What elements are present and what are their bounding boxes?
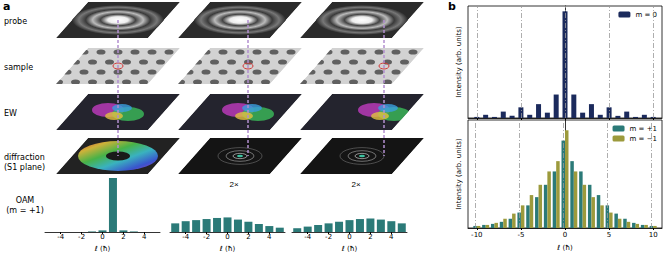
svg-text:ℓ (ħ): ℓ (ħ) — [219, 245, 236, 253]
svg-text:4: 4 — [267, 233, 272, 241]
svg-text:-10: -10 — [471, 231, 482, 239]
svg-text:diffraction: diffraction — [4, 153, 45, 162]
svg-text:m = +1: m = +1 — [630, 125, 657, 133]
svg-text:-2: -2 — [78, 233, 85, 241]
svg-text:2×: 2× — [230, 180, 239, 189]
svg-text:sample: sample — [4, 63, 33, 72]
svg-text:OAM: OAM — [16, 196, 35, 205]
svg-text:-2: -2 — [203, 233, 210, 241]
svg-text:0: 0 — [347, 233, 351, 241]
svg-text:2×: 2× — [352, 180, 361, 189]
svg-text:0: 0 — [225, 233, 229, 241]
svg-text:m = 0: m = 0 — [635, 10, 657, 19]
svg-text:(m = +1): (m = +1) — [6, 206, 44, 215]
svg-text:2: 2 — [368, 233, 372, 241]
svg-text:-2: -2 — [325, 233, 332, 241]
svg-text:4: 4 — [389, 233, 394, 241]
svg-text:Intensity (arb. units): Intensity (arb. units) — [455, 26, 463, 98]
svg-text:(S1 plane): (S1 plane) — [4, 163, 45, 172]
svg-text:0: 0 — [100, 233, 104, 241]
svg-text:-4: -4 — [304, 233, 312, 241]
svg-text:EW: EW — [4, 109, 17, 118]
svg-text:10: 10 — [649, 231, 658, 239]
svg-text:b: b — [448, 0, 456, 13]
svg-text:0: 0 — [563, 231, 567, 239]
svg-text:5: 5 — [607, 231, 611, 239]
svg-text:ℓ (ħ): ℓ (ħ) — [94, 245, 111, 253]
svg-text:2: 2 — [246, 233, 250, 241]
svg-text:a: a — [3, 0, 10, 13]
svg-text:Intensity (arb. units): Intensity (arb. units) — [455, 138, 463, 210]
svg-text:ℓ (ħ): ℓ (ħ) — [341, 245, 358, 253]
svg-text:-4: -4 — [182, 233, 190, 241]
svg-text:4: 4 — [142, 233, 147, 241]
svg-text:m = −1: m = −1 — [630, 135, 657, 143]
svg-text:-5: -5 — [517, 231, 524, 239]
svg-text:-4: -4 — [57, 233, 65, 241]
svg-text:probe: probe — [4, 17, 27, 26]
svg-text:ℓ (ħ): ℓ (ħ) — [556, 244, 573, 252]
svg-text:2: 2 — [121, 233, 125, 241]
